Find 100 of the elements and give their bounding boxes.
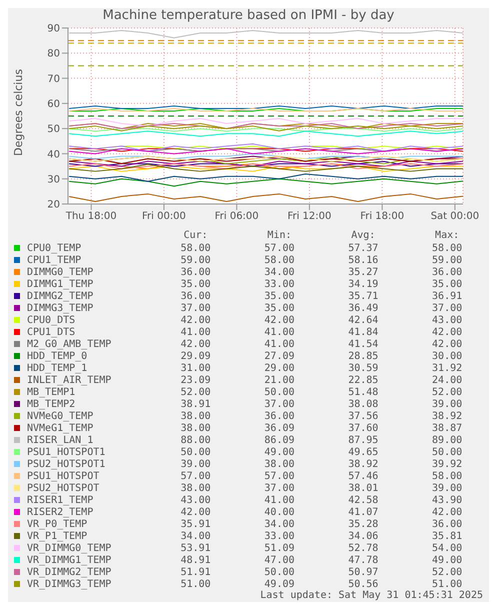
text: 41.00 <box>263 494 296 506</box>
text: 36.09 <box>263 422 296 434</box>
text: 39.00 <box>431 482 464 494</box>
text: 38.87 <box>431 422 464 434</box>
text: 21.00 <box>263 374 296 386</box>
text: 51.48 <box>347 386 380 398</box>
legend-label: VR_DIMMG0_TEMP <box>27 542 112 554</box>
text: 37.00 <box>263 482 296 494</box>
text: 35.00 <box>263 290 296 302</box>
text: 30.59 <box>347 362 380 374</box>
y-tick-label: 40 <box>47 149 60 160</box>
text: 34.06 <box>347 530 380 542</box>
text: 88.00 <box>180 434 212 446</box>
legend-label: INLET_AIR_TEMP <box>27 374 112 386</box>
text: 41.00 <box>263 326 296 338</box>
text: 29.00 <box>263 362 296 374</box>
y-tick-label: 20 <box>47 200 60 211</box>
y-tick-label: 30 <box>47 174 60 186</box>
text: 43.00 <box>431 314 464 326</box>
text: 42.00 <box>431 338 464 350</box>
x-tick-label: Fri 18:00 <box>360 211 404 222</box>
legend-label: CPU1_DTS <box>27 326 76 338</box>
text: 42.00 <box>180 506 212 518</box>
text: Max: <box>434 230 460 242</box>
text: 51.91 <box>180 566 212 578</box>
text: 37.60 <box>347 422 380 434</box>
text: 52.00 <box>180 386 212 398</box>
text: 35.00 <box>263 302 296 314</box>
text: 38.08 <box>347 398 380 410</box>
legend-label: VR_P1_TEMP <box>27 530 88 542</box>
text: 41.00 <box>180 326 212 338</box>
text: 52.00 <box>431 566 464 578</box>
text: 49.00 <box>431 554 464 566</box>
text: 43.90 <box>431 494 464 506</box>
text: 38.00 <box>180 422 212 434</box>
text: 89.00 <box>431 434 464 446</box>
legend-label: VR_DIMMG1_TEMP <box>27 554 112 566</box>
text: 37.56 <box>347 410 380 422</box>
text: 42.00 <box>180 338 212 350</box>
text: 41.07 <box>347 506 380 518</box>
text: 27.09 <box>263 350 296 362</box>
y-axis-title: Degrees celcius <box>12 68 25 156</box>
text: 37.00 <box>431 302 464 314</box>
legend-label: CPU1_TEMP <box>27 254 82 266</box>
y-tick-label: 70 <box>47 74 60 85</box>
text: 47.00 <box>263 554 296 566</box>
y-tick-label: 50 <box>47 124 60 136</box>
text: 31.92 <box>431 362 464 374</box>
text: 50.00 <box>431 446 464 458</box>
text: 37.00 <box>263 398 296 410</box>
y-tick-label: 90 <box>47 24 60 35</box>
text: 39.00 <box>180 458 212 470</box>
text: 59.00 <box>431 254 464 266</box>
text: 40.00 <box>263 506 296 518</box>
text: 49.09 <box>263 578 296 590</box>
text: 42.00 <box>180 314 212 326</box>
text: 57.37 <box>347 242 380 254</box>
text: 33.00 <box>263 530 296 542</box>
text: 42.58 <box>347 494 380 506</box>
text: 50.00 <box>263 386 296 398</box>
text: 42.64 <box>347 314 380 326</box>
text: 36.00 <box>431 518 464 530</box>
legend-label: NVMeG0_TEMP <box>27 410 94 422</box>
text: 36.00 <box>180 266 212 278</box>
text: 58.16 <box>347 254 380 266</box>
text: 35.00 <box>180 278 212 290</box>
text: 42.00 <box>263 314 296 326</box>
text: 31.00 <box>180 362 212 374</box>
text: 35.81 <box>431 530 464 542</box>
text: 86.09 <box>263 434 296 446</box>
legend-label: NVMeG1_TEMP <box>27 422 94 434</box>
text: 52.78 <box>347 542 380 554</box>
legend-label: M2_G0_AMB_TEMP <box>27 338 112 350</box>
text: 36.91 <box>431 290 464 302</box>
text: Last update: Sat May 31 01:45:31 2025 <box>259 590 484 602</box>
legend-label: VR_DIMMG3_TEMP <box>27 578 112 590</box>
legend-label: HDD_TEMP_0 <box>27 350 88 362</box>
text: 34.19 <box>347 278 380 290</box>
legend-label: DIMMG2_TEMP <box>27 290 94 302</box>
legend-label: PSU2_HOTSPOT1 <box>27 458 106 470</box>
y-tick-label: 60 <box>47 98 60 110</box>
text: 38.00 <box>180 410 212 422</box>
text: 57.46 <box>347 470 380 482</box>
text: 28.85 <box>347 350 380 362</box>
legend-label: VR_DIMMG2_TEMP <box>27 566 112 578</box>
text: 35.71 <box>347 290 380 302</box>
text: 38.92 <box>347 458 380 470</box>
text: 24.00 <box>431 374 464 386</box>
text: 42.00 <box>431 326 464 338</box>
text: 33.00 <box>263 278 296 290</box>
text: 58.00 <box>180 242 212 254</box>
text: Min: <box>266 230 293 242</box>
x-tick-label: Thu 18:00 <box>64 211 117 222</box>
text: 87.95 <box>347 434 380 446</box>
text: 59.00 <box>180 254 212 266</box>
text: 35.27 <box>347 266 380 278</box>
text: 38.00 <box>180 482 212 494</box>
text: 47.78 <box>347 554 380 566</box>
text: 50.97 <box>347 566 380 578</box>
text: 34.00 <box>263 518 296 530</box>
